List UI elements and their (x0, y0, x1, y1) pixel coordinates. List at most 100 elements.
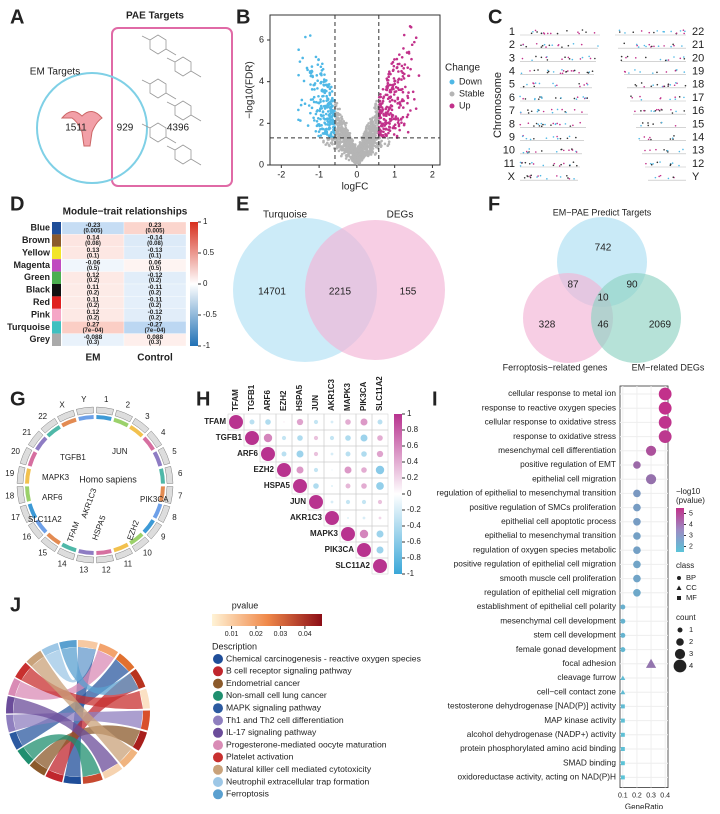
chrom-dot (663, 31, 666, 33)
volcano-point (397, 124, 401, 128)
module-strip (52, 271, 61, 284)
chrom-dot (570, 70, 573, 72)
chrom-dot (674, 125, 677, 127)
chrom-dot (655, 108, 658, 111)
volcano-point (297, 73, 300, 77)
chrom-dot (649, 149, 651, 151)
volcano-point (390, 108, 394, 112)
volcano-point (326, 117, 329, 121)
volcano-point (366, 136, 369, 140)
chrom-dot (673, 44, 675, 47)
volcano-point (328, 93, 332, 97)
chrom-dot (652, 163, 654, 165)
chrom-dot (625, 56, 627, 59)
volcano-point (371, 124, 375, 128)
volcano-point (388, 70, 391, 74)
volcano-point (323, 104, 327, 108)
chrom-dot (656, 71, 658, 74)
cor-circle (296, 466, 304, 474)
chromosome-track (152, 503, 163, 519)
volcano-point (319, 117, 322, 121)
cell-p: (0.2) (87, 291, 99, 297)
volcano-point (413, 98, 416, 101)
panel-letter: H (196, 388, 210, 410)
chrom-dot (630, 95, 632, 97)
dot (620, 632, 626, 638)
chrom-label: 12 (102, 565, 111, 574)
volcano-point (388, 96, 392, 100)
row-label: MAPK3 (310, 529, 339, 538)
cell-p: (7e−04) (83, 328, 104, 334)
chrom-label: 6 (178, 469, 183, 478)
legend-title: class (676, 561, 694, 570)
volcano-point (406, 113, 410, 116)
volcano-point (400, 121, 403, 124)
volcano-point (401, 115, 405, 119)
chrom-dot (640, 30, 643, 32)
chrom-dot (562, 149, 565, 152)
term-label: focal adhesion (562, 658, 616, 668)
chrom-dot (522, 85, 525, 88)
volcano-point (401, 74, 405, 78)
volcano-point (316, 108, 319, 112)
chrom-dot (534, 97, 536, 100)
chrom-label: 10 (143, 548, 152, 557)
volcano-point (337, 145, 340, 149)
volcano-point (344, 139, 348, 142)
cor-circle (261, 447, 275, 461)
volcano-point (394, 126, 397, 130)
chrom-dot (676, 69, 678, 71)
chrom-dot (670, 30, 672, 33)
cell-value: 0.14 (87, 235, 100, 242)
chrom-dot (658, 175, 660, 178)
chrom-dot (639, 71, 641, 73)
chrom-dot (568, 58, 571, 60)
volcano-point (365, 129, 368, 133)
volcano-point (331, 96, 334, 100)
cell-value: 0.13 (87, 247, 100, 254)
cell-p: (0.2) (149, 303, 161, 309)
chrom-dot (618, 31, 621, 33)
cor-circle (360, 434, 368, 442)
chrom-label: 19 (5, 469, 14, 478)
chrom-dot (559, 137, 562, 140)
term-label: mesenchymal cell differentiation (498, 445, 616, 455)
y-tick-label: 2 (259, 118, 264, 128)
volcano-point (406, 130, 410, 134)
chrom-dot (559, 72, 562, 75)
dot (633, 589, 641, 597)
chrom-label: 3 (145, 412, 150, 421)
chrom-dot (520, 72, 523, 75)
row-label: Black (26, 285, 51, 295)
volcano-point (381, 122, 385, 125)
panel-letter: F (488, 193, 500, 215)
chrom-dot (576, 164, 578, 167)
volcano-point (319, 72, 322, 76)
volcano-point (371, 127, 375, 131)
legend-key (213, 740, 223, 751)
volcano-point (304, 35, 307, 39)
cell-p: (0.2) (149, 315, 161, 321)
chrom-dot (647, 122, 649, 124)
chrom-dot (572, 161, 575, 163)
volcano-point (383, 124, 386, 127)
cell (371, 557, 389, 575)
chromosome-band (27, 430, 44, 449)
chromosome-band (76, 554, 94, 564)
volcano-point (387, 108, 391, 111)
volcano-point (324, 128, 327, 131)
chrom-dot (653, 31, 655, 34)
chrom-dot (669, 138, 672, 140)
legend-title: −log10 (pvalue) (676, 487, 705, 505)
label: 4396 (167, 123, 190, 134)
volcano-point (323, 91, 327, 95)
em-circle (36, 72, 148, 184)
chord-sector (63, 775, 81, 784)
volcano-point (393, 79, 397, 83)
legend-label: Endometrial cancer (226, 678, 300, 688)
colorbar-label: -0.8 (407, 553, 421, 562)
term-label: response to oxidative stress (513, 431, 616, 441)
col-label: MAPK3 (343, 382, 352, 411)
volcano-point (384, 88, 388, 91)
dot (620, 675, 626, 680)
